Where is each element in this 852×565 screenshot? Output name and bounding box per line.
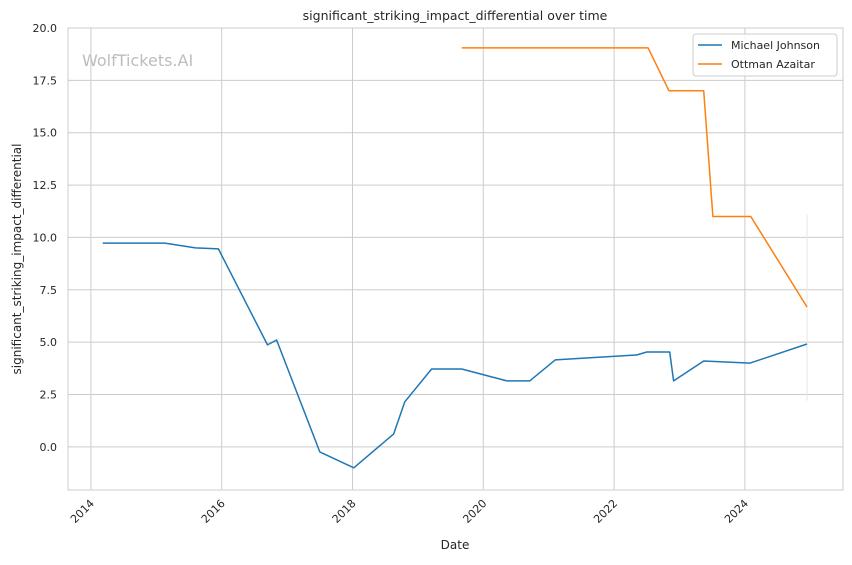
x-tick-label: 2018 [330, 497, 359, 526]
chart-title: significant_striking_impact_differential… [303, 8, 608, 23]
y-tick-label: 15.0 [33, 127, 58, 140]
y-tick-label: 12.5 [33, 179, 58, 192]
x-tick-label: 2022 [591, 497, 620, 526]
x-axis-label: Date [441, 538, 470, 552]
y-tick-label: 20.0 [33, 22, 58, 35]
watermark: WolfTickets.AI [82, 51, 193, 70]
x-tick-label: 2014 [68, 497, 97, 526]
y-tick-label: 5.0 [40, 336, 58, 349]
series-line-michael-johnson [102, 242, 808, 469]
x-tick-label: 2020 [460, 497, 489, 526]
y-tick-labels: 0.0 2.5 5.0 7.5 10.0 12.5 15.0 17.5 20.0 [33, 22, 58, 454]
series-line-ottman-azaitar [461, 47, 808, 308]
series-lines [102, 47, 808, 469]
legend-label-michael-johnson: Michael Johnson [731, 39, 820, 52]
legend-label-ottman-azaitar: Ottman Azaitar [731, 58, 815, 71]
plot-frame [67, 27, 844, 491]
grid [68, 27, 843, 490]
y-tick-label: 0.0 [40, 441, 58, 454]
x-tick-label: 2016 [199, 497, 228, 526]
legend: Michael Johnson Ottman Azaitar [692, 33, 838, 77]
y-tick-label: 17.5 [33, 74, 58, 87]
y-tick-label: 10.0 [33, 231, 58, 244]
x-tick-labels: 2014 2016 2018 2020 2022 2024 [68, 497, 751, 526]
x-tick-label: 2024 [722, 497, 751, 526]
y-axis-label: significant_striking_impact_differential [10, 144, 24, 375]
legend-box [692, 33, 838, 77]
y-tick-label: 7.5 [40, 284, 58, 297]
y-tick-label: 2.5 [40, 389, 58, 402]
